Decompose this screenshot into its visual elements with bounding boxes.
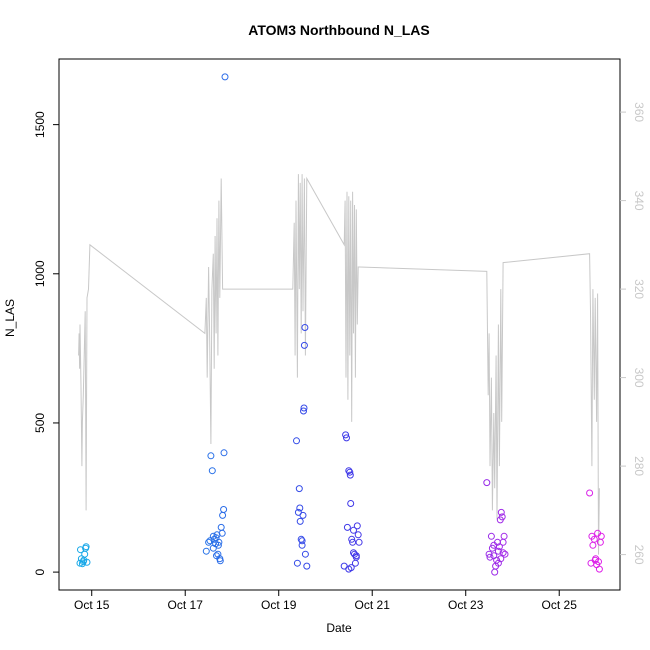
data-point (221, 73, 229, 81)
data-point (217, 523, 225, 531)
data-point (293, 437, 300, 445)
x-axis: Oct 15 Oct 17 Oct 19 Oct 21 Oct 23 Oct 25 (74, 589, 578, 612)
data-point (214, 541, 222, 549)
data-point (80, 556, 88, 564)
data-point (498, 513, 506, 521)
y-tick-label: 0 (33, 568, 47, 575)
data-point (595, 565, 603, 573)
data-point (300, 341, 308, 349)
y-tick-label: 1500 (33, 111, 47, 138)
data-point (343, 434, 350, 442)
data-point (208, 467, 216, 475)
data-point (343, 523, 351, 531)
data-point (590, 535, 598, 543)
y2-tick-label: 340 (632, 191, 646, 211)
secondary-line-layer (78, 174, 600, 555)
y2-tick-label: 280 (632, 456, 646, 476)
data-point (355, 538, 363, 546)
data-point (207, 452, 215, 460)
data-point (298, 537, 306, 545)
y-tick-label: 1000 (33, 260, 47, 287)
data-point (483, 479, 491, 487)
data-point (295, 485, 303, 493)
data-point (350, 526, 357, 534)
data-point (589, 541, 597, 549)
secondary-series-line (78, 174, 600, 555)
data-point (296, 517, 304, 525)
data-point (495, 543, 503, 551)
chart-title: ATOM3 Northbound N_LAS (248, 22, 429, 38)
y-axis-left: 0 500 1000 1500 (33, 111, 59, 575)
data-point (353, 522, 361, 530)
data-point (293, 559, 301, 567)
data-point (296, 504, 304, 512)
data-point (82, 543, 90, 551)
data-point (348, 535, 356, 543)
data-point (485, 550, 493, 558)
data-point (354, 531, 362, 539)
data-point (494, 547, 502, 555)
data-point (592, 555, 600, 563)
data-point (597, 532, 605, 540)
data-point (346, 468, 354, 476)
data-point (486, 553, 494, 561)
data-point (587, 559, 595, 567)
data-point (347, 500, 355, 507)
data-point (301, 324, 309, 331)
data-point (586, 489, 594, 497)
data-point (487, 532, 495, 540)
data-point (220, 449, 228, 457)
x-tick-label: Oct 25 (542, 598, 578, 612)
data-point (300, 407, 307, 415)
y2-tick-label: 300 (632, 368, 646, 388)
data-point (346, 471, 354, 479)
data-point (209, 544, 217, 552)
data-point (212, 534, 220, 542)
x-tick-label: Oct 17 (168, 598, 204, 612)
data-point (490, 552, 498, 560)
x-tick-label: Oct 19 (261, 598, 297, 612)
data-point (206, 537, 214, 545)
y2-tick-label: 360 (632, 102, 646, 122)
data-point (77, 546, 84, 554)
data-point (347, 564, 355, 572)
data-point (202, 547, 210, 555)
data-point (301, 550, 309, 558)
data-point (345, 467, 353, 475)
scatter-points-layer (76, 73, 605, 576)
data-point (299, 511, 307, 519)
data-point (220, 506, 228, 513)
y2-tick-label: 260 (632, 545, 646, 565)
data-point (500, 532, 508, 540)
data-point (216, 557, 224, 565)
x-axis-label: Date (326, 621, 352, 635)
data-point (214, 550, 222, 558)
data-point (219, 511, 227, 519)
data-point (497, 508, 505, 516)
data-point (352, 552, 360, 560)
data-point (300, 404, 308, 412)
data-point (491, 568, 499, 576)
data-point (303, 562, 311, 570)
x-tick-label: Oct 23 (448, 598, 484, 612)
y2-tick-label: 320 (632, 279, 646, 299)
data-point (298, 541, 306, 549)
x-tick-label: Oct 15 (74, 598, 110, 612)
data-point (205, 538, 213, 546)
plot-frame (58, 58, 621, 591)
data-point (218, 529, 226, 537)
y-axis-right: 260 280 300 320 340 360 (620, 102, 646, 565)
data-point (499, 549, 507, 557)
data-point (497, 555, 505, 563)
y-axis-label: N_LAS (3, 299, 17, 337)
x-tick-label: Oct 21 (355, 598, 391, 612)
y-tick-label: 500 (33, 413, 47, 433)
data-point (501, 550, 509, 558)
data-point (342, 431, 350, 439)
